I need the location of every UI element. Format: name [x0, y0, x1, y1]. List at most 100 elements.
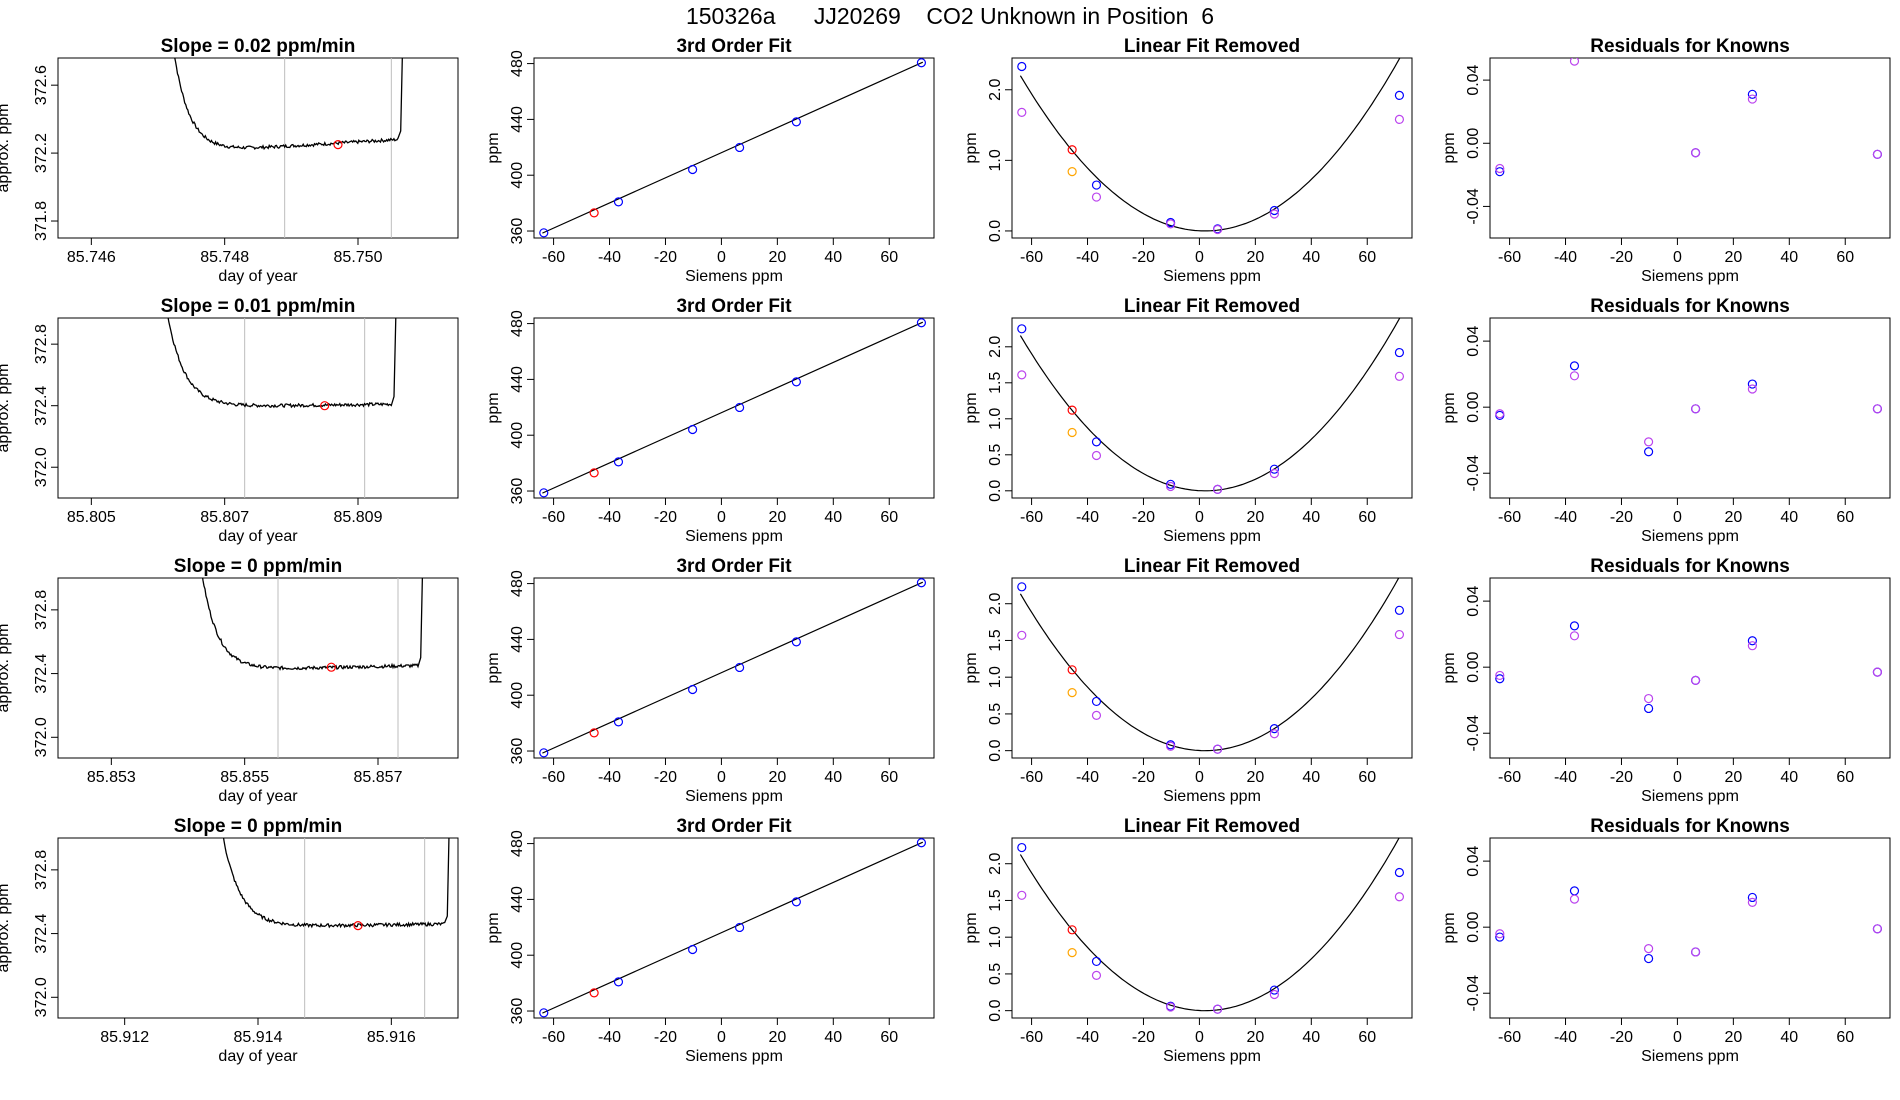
y-tick-label: 1.0	[987, 408, 1004, 430]
y-axis-label: ppm	[485, 652, 502, 683]
y-tick-label: 2.0	[987, 592, 1004, 614]
plot-area	[539, 838, 927, 1018]
data-point	[1394, 605, 1405, 615]
y-axis-label: approx. ppm	[0, 364, 12, 453]
data-point	[1091, 710, 1102, 720]
plot-area	[174, 58, 403, 238]
data-point	[1269, 729, 1279, 739]
fit-line	[542, 321, 924, 494]
data-point	[1569, 894, 1580, 904]
fit-curve	[1019, 578, 1400, 752]
x-tick-label: -60	[542, 1029, 565, 1046]
data-point	[1569, 886, 1580, 896]
fit-curve	[1019, 838, 1400, 1012]
data-point	[1212, 224, 1223, 235]
y-tick-label: 360	[509, 998, 526, 1025]
x-tick-label: -20	[1132, 769, 1155, 786]
panel-r0-c0: Slope = 0.02 ppm/min 85.746 85.748 85.750 da…	[0, 36, 459, 285]
data-point	[1872, 149, 1883, 159]
data-point	[1644, 693, 1654, 704]
x-tick-label: 85.912	[100, 1029, 149, 1046]
y-tick-label: 2.0	[987, 336, 1004, 358]
panel-title: Linear Fit Removed	[1124, 36, 1300, 57]
panel-r0-c3: Residuals for Knowns -60 -40 -20 0 20 40 60 Siem…	[1441, 36, 1891, 285]
plot-frame	[1011, 57, 1413, 239]
x-tick-label: -60	[1498, 769, 1521, 786]
plot-area	[1495, 58, 1883, 177]
data-point	[1690, 947, 1701, 957]
plot-area	[1495, 361, 1883, 457]
data-point	[1067, 665, 1077, 675]
data-point	[1394, 629, 1405, 640]
x-tick-label: 40	[824, 249, 842, 266]
data-point	[1017, 890, 1027, 900]
x-tick-label: 60	[880, 249, 898, 266]
y-tick-label: 0.0	[987, 739, 1004, 761]
data-point	[589, 468, 599, 478]
data-point	[1569, 621, 1580, 631]
x-tick-label: 40	[1302, 509, 1320, 526]
x-tick-label: -60	[542, 249, 565, 266]
x-axis-label: Siemens ppm	[685, 1048, 783, 1065]
data-point	[1394, 347, 1405, 358]
plot-area	[222, 838, 450, 1018]
fit-curve	[1019, 58, 1401, 232]
data-point	[916, 58, 927, 68]
data-point	[1091, 437, 1102, 447]
data-point	[1091, 956, 1102, 967]
data-point	[1091, 696, 1102, 707]
x-tick-label: -20	[1610, 249, 1633, 266]
data-point	[1569, 58, 1580, 66]
y-tick-label: 0.0	[987, 480, 1004, 502]
x-tick-label: 20	[768, 249, 786, 266]
data-point	[688, 684, 698, 695]
data-point	[1212, 1004, 1223, 1014]
data-point	[1067, 688, 1077, 698]
data-point	[1017, 370, 1027, 380]
x-tick-label: 40	[1302, 249, 1320, 266]
x-tick-label: 0	[717, 1029, 726, 1046]
y-tick-label: 480	[509, 830, 526, 857]
plot-frame	[1489, 577, 1891, 759]
data-point	[1747, 89, 1757, 99]
y-tick-label: 372.8	[33, 324, 50, 364]
x-axis-label: Siemens ppm	[1163, 268, 1261, 285]
data-point	[613, 717, 624, 727]
trace-line	[222, 838, 450, 929]
data-point	[791, 637, 801, 647]
y-tick-label: 360	[509, 218, 526, 245]
data-point	[1166, 1002, 1176, 1012]
y-tick-label: 0.5	[987, 444, 1004, 466]
y-tick-label: 440	[509, 626, 526, 653]
x-axis-label: Siemens ppm	[1641, 528, 1739, 545]
data-point	[1495, 929, 1505, 939]
plot-area	[539, 318, 927, 498]
data-point	[1017, 582, 1027, 592]
x-tick-label: 20	[768, 1029, 786, 1046]
data-point	[1495, 932, 1505, 942]
x-tick-label: -40	[1076, 249, 1099, 266]
x-tick-label: 60	[1836, 249, 1854, 266]
data-point	[1569, 371, 1580, 381]
data-point	[1394, 892, 1405, 902]
data-point	[1017, 107, 1027, 117]
x-tick-label: -40	[598, 769, 621, 786]
x-tick-label: 40	[1302, 1029, 1320, 1046]
x-tick-label: 20	[1724, 249, 1742, 266]
x-tick-label: -20	[654, 1029, 677, 1046]
y-tick-label: 0.04	[1465, 64, 1482, 95]
data-point	[1269, 205, 1279, 216]
y-tick-label: 372.0	[33, 717, 50, 757]
data-point	[539, 1008, 549, 1018]
x-tick-label: -40	[598, 249, 621, 266]
data-point	[589, 208, 599, 218]
panel-title: Residuals for Knowns	[1590, 556, 1790, 577]
y-axis-label: ppm	[1441, 912, 1458, 943]
x-tick-label: 20	[1246, 1029, 1264, 1046]
x-axis-label: Siemens ppm	[1163, 528, 1261, 545]
y-tick-label: 1.0	[987, 926, 1004, 948]
x-tick-label: -60	[542, 769, 565, 786]
data-point	[688, 164, 698, 175]
panel-r1-c0: Slope = 0.01 ppm/min 85.805 85.807 85.809 da…	[0, 296, 459, 545]
y-tick-label: 440	[509, 366, 526, 393]
